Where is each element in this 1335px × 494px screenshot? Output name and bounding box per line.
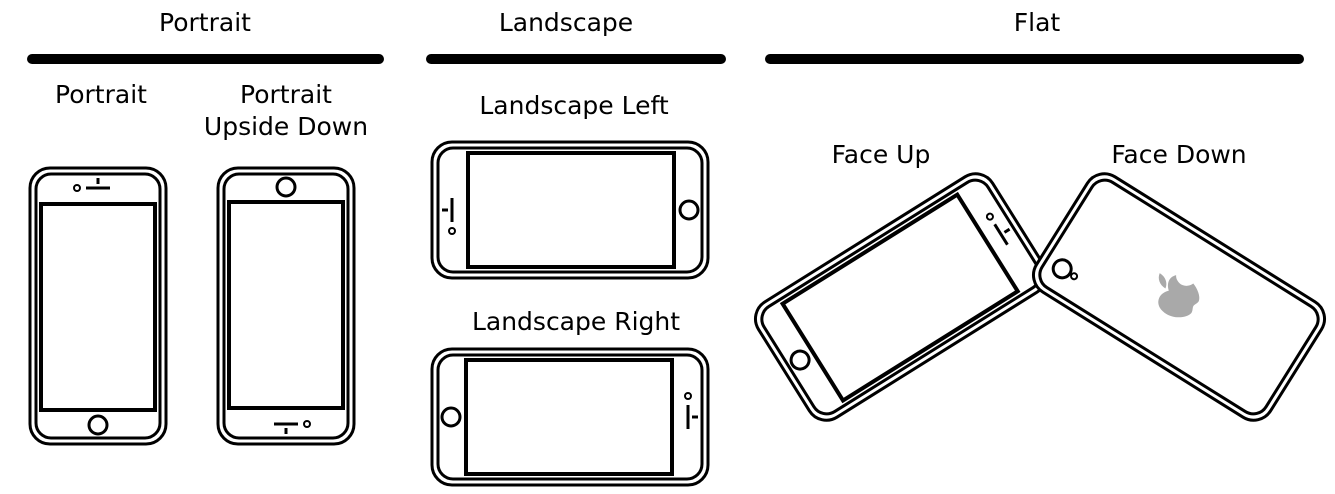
phone-front-upside-down-icon — [216, 166, 356, 446]
face-up-label: Face Up — [831, 140, 931, 169]
phone-face-down-apple-logo-icon — [1024, 164, 1334, 430]
portrait-group-rule — [27, 54, 384, 64]
portrait-group-title: Portrait — [159, 8, 251, 37]
landscape-right-label: Landscape Right — [471, 307, 681, 336]
flat-group-title: Flat — [1013, 8, 1061, 37]
face-down-label: Face Down — [1111, 140, 1247, 169]
landscape-left-label: Landscape Left — [479, 91, 669, 120]
flat-group-rule — [765, 54, 1304, 64]
phone-face-up-icon — [745, 164, 1057, 430]
phone-landscape-left-icon — [430, 140, 710, 280]
portrait-label: Portrait — [55, 80, 147, 109]
portrait-upside-down-label: Portrait Upside Down — [203, 80, 369, 141]
phone-landscape-right-icon — [430, 347, 710, 487]
phone-front-icon — [28, 166, 168, 446]
landscape-group-rule — [426, 54, 726, 64]
landscape-group-title: Landscape — [498, 8, 634, 37]
